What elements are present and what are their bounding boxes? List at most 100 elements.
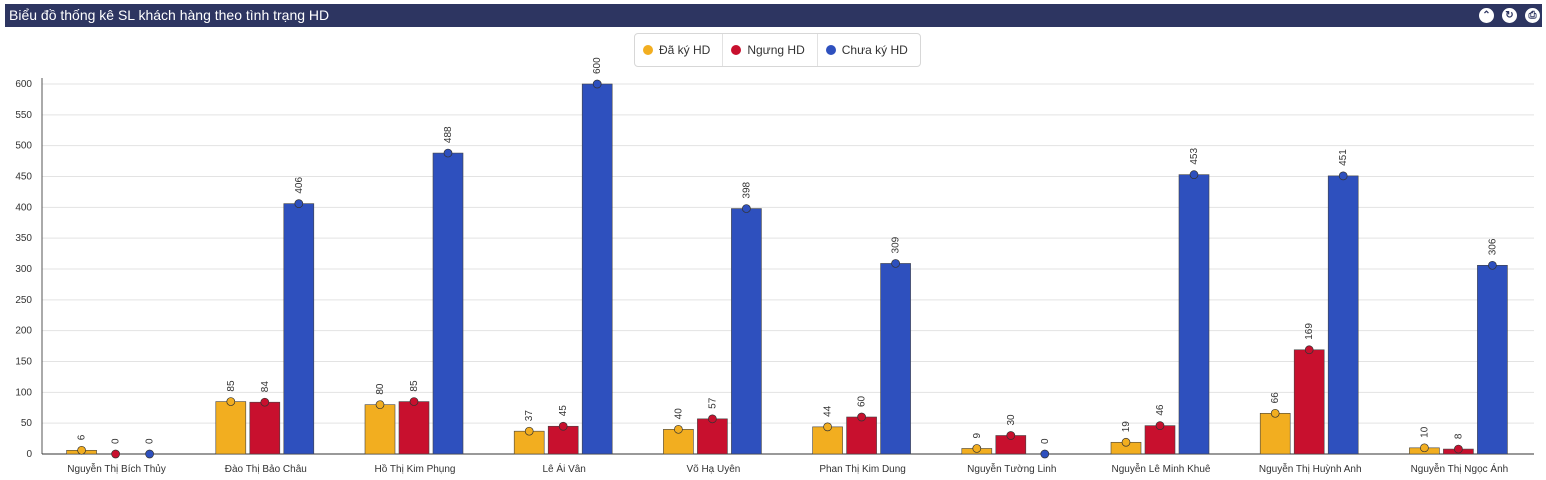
x-category-label: Đào Thị Bảo Châu <box>225 464 307 475</box>
x-category-label: Hồ Thị Kim Phụng <box>375 463 456 475</box>
x-category-label: Nguyễn Thị Ngọc Ánh <box>1411 462 1509 475</box>
y-tick-label: 200 <box>15 326 32 337</box>
print-icon[interactable]: ⎙ <box>1525 8 1540 23</box>
data-label: 398 <box>741 181 752 198</box>
legend-marker <box>731 45 742 55</box>
data-point-marker <box>260 397 270 407</box>
bar <box>249 401 281 455</box>
data-label: 0 <box>111 438 122 444</box>
data-point-marker <box>1270 408 1280 418</box>
data-label: 85 <box>226 380 237 392</box>
data-point-marker <box>1338 171 1348 181</box>
y-tick-label: 350 <box>15 233 32 244</box>
bar <box>215 401 247 455</box>
data-point-marker <box>375 400 385 410</box>
data-label: 600 <box>592 57 603 74</box>
data-point-marker <box>1304 345 1314 355</box>
legend-marker <box>825 45 836 55</box>
data-label: 66 <box>1270 392 1281 404</box>
data-point-marker <box>1488 260 1497 270</box>
legend-label: Đã ký HD <box>659 43 711 57</box>
data-point-marker <box>972 444 982 453</box>
legend-label: Chưa ký HD <box>841 43 908 57</box>
data-point-marker <box>1420 443 1429 453</box>
data-label: 37 <box>524 410 535 422</box>
y-tick-label: 400 <box>15 202 32 213</box>
data-point-marker <box>226 397 236 406</box>
data-label: 19 <box>1121 421 1132 433</box>
data-label: 451 <box>1338 149 1349 166</box>
y-tick-label: 500 <box>15 141 32 152</box>
x-category-label: Nguyễn Tường Linh <box>967 462 1056 475</box>
bar <box>846 416 877 455</box>
data-point-marker <box>857 412 866 422</box>
data-label: 57 <box>707 397 718 409</box>
y-tick-label: 0 <box>26 449 32 460</box>
x-category-label: Võ Hạ Uyên <box>686 464 740 475</box>
data-point-marker <box>1006 431 1016 440</box>
data-point-marker <box>742 204 751 213</box>
data-label: 80 <box>375 383 386 395</box>
panel-header: Biểu đồ thống kê SL khách hàng theo tình… <box>5 4 1542 27</box>
data-point-marker <box>558 421 568 431</box>
panel-title: Biểu đồ thống kê SL khách hàng theo tình… <box>9 7 330 23</box>
data-point-marker <box>1040 449 1050 459</box>
data-label: 169 <box>1304 323 1315 340</box>
y-tick-label: 100 <box>15 387 32 398</box>
legend-item[interactable]: Đã ký HD <box>635 34 724 66</box>
bar <box>731 208 762 455</box>
legend-marker <box>643 45 653 55</box>
legend-item[interactable]: Ngưng HD <box>723 34 818 66</box>
data-label: 46 <box>1155 404 1166 416</box>
data-point-marker <box>409 397 419 406</box>
x-category-label: Phan Thị Kim Dung <box>819 464 906 475</box>
data-label: 0 <box>145 438 156 444</box>
data-label: 60 <box>857 395 868 407</box>
data-label: 306 <box>1487 238 1498 255</box>
x-category-label: Nguyễn Thị Bích Thủy <box>67 462 166 475</box>
data-label: 10 <box>1419 426 1430 438</box>
collapse-icon[interactable]: ⌃ <box>1479 8 1494 23</box>
bar <box>283 203 315 455</box>
bar <box>398 401 430 455</box>
data-label: 44 <box>823 405 834 417</box>
bar <box>1178 174 1210 455</box>
bar <box>581 83 613 455</box>
y-tick-label: 450 <box>15 172 32 183</box>
data-label: 9 <box>972 432 983 438</box>
data-point-marker <box>708 414 717 424</box>
bar <box>364 404 396 455</box>
bar <box>697 418 728 455</box>
data-point-marker <box>674 424 683 434</box>
data-point-marker <box>294 199 304 208</box>
bar <box>1259 412 1291 455</box>
data-label: 30 <box>1006 414 1017 426</box>
data-point-marker <box>145 449 154 459</box>
data-label: 453 <box>1189 148 1200 165</box>
data-label: 0 <box>1040 438 1051 444</box>
data-label: 6 <box>77 434 88 440</box>
y-tick-label: 250 <box>15 295 32 306</box>
y-tick-label: 550 <box>15 110 32 121</box>
legend-item[interactable]: Chưa ký HD <box>818 34 920 66</box>
data-point-marker <box>1155 421 1165 430</box>
bar <box>812 426 843 455</box>
data-point-marker <box>1189 170 1199 179</box>
bar <box>547 425 579 455</box>
y-tick-label: 150 <box>15 357 32 368</box>
y-tick-label: 300 <box>15 264 32 275</box>
y-tick-label: 50 <box>21 418 33 429</box>
bar <box>1477 264 1508 455</box>
bar <box>880 263 911 455</box>
bar <box>1327 175 1359 455</box>
x-category-label: Lê Ái Vân <box>543 462 586 475</box>
refresh-icon[interactable]: ↻ <box>1502 8 1517 23</box>
legend-label: Ngưng HD <box>747 43 805 57</box>
data-label: 84 <box>260 381 271 393</box>
data-label: 488 <box>443 126 454 143</box>
chart-legend: Đã ký HD Ngưng HD Chưa ký HD <box>634 33 921 67</box>
y-tick-label: 600 <box>15 79 32 90</box>
data-point-marker <box>77 445 86 455</box>
